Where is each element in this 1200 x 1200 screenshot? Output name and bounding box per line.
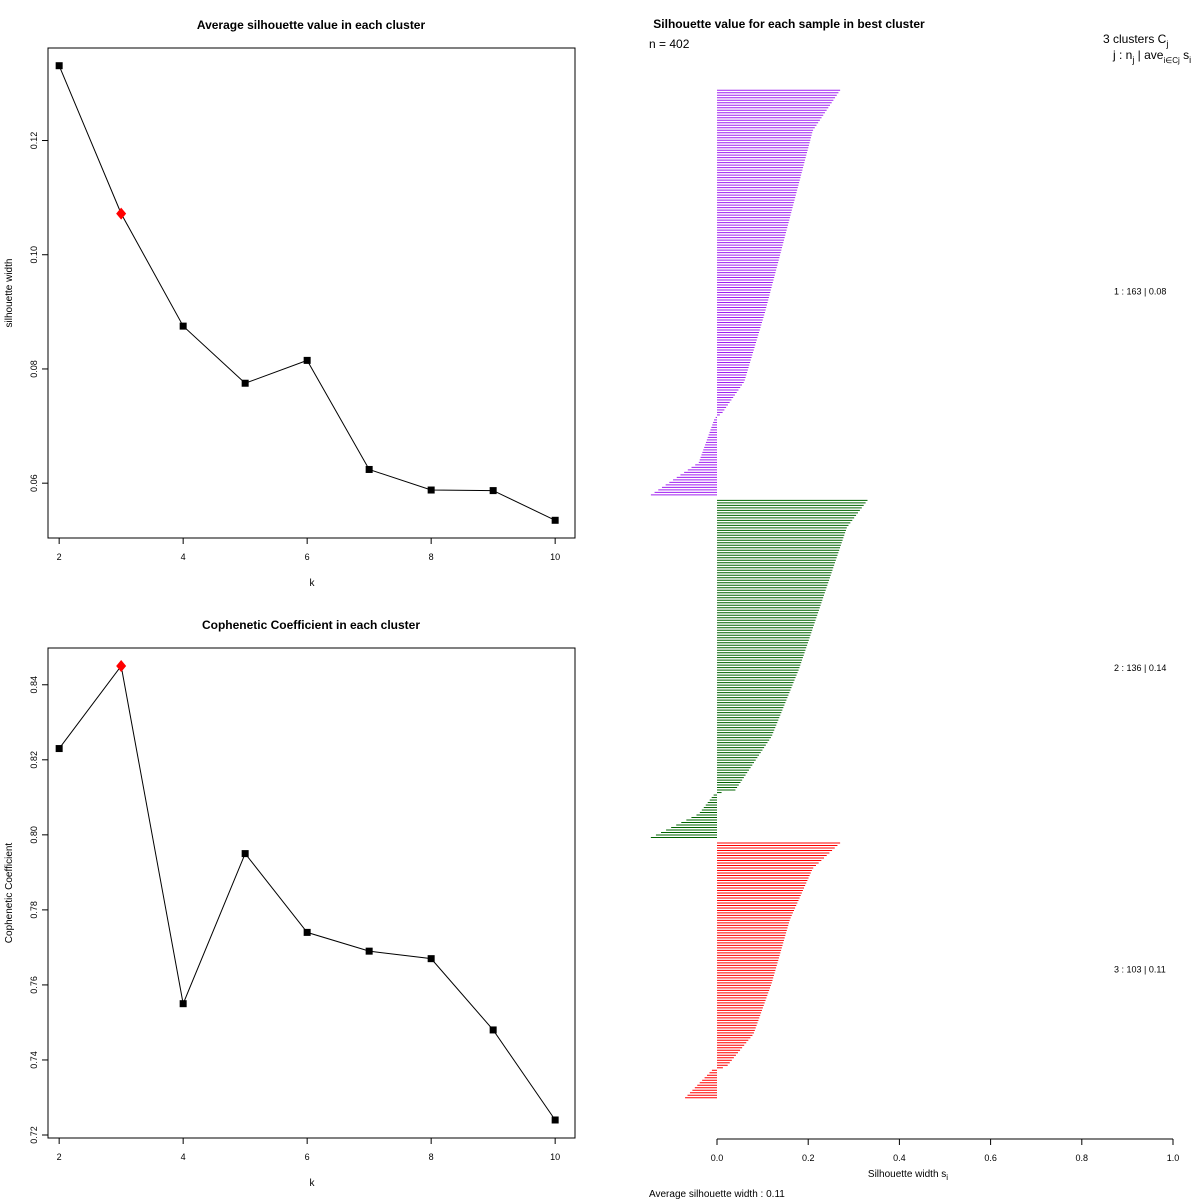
silhouette-xtick-label: 0.0 — [711, 1153, 724, 1163]
cluster-header-line2-a: j : n — [1112, 48, 1132, 62]
cophenetic-xtick-label: 6 — [305, 1152, 310, 1162]
avg-silhouette-point — [489, 487, 497, 495]
silhouette-xtick-label: 1.0 — [1167, 1153, 1180, 1163]
cophenetic-xtick-label: 4 — [181, 1152, 186, 1162]
cophenetic-panel: Cophenetic Coefficient in each cluster k… — [4, 618, 576, 1189]
silhouette-x-axis: 0.0 0.2 0.4 0.6 0.8 1.0 — [711, 1138, 1180, 1163]
cophenetic-ytick-label: 0.84 — [29, 676, 39, 694]
cluster-3-summary-label: 3 : 103 | 0.11 — [1114, 964, 1166, 974]
cluster-header-line1-text: 3 clusters C — [1103, 32, 1167, 46]
avg-silhouette-highlight-point — [116, 207, 127, 220]
cophenetic-ytick-label: 0.74 — [29, 1051, 39, 1069]
avg-silhouette-xtick-label: 8 — [429, 552, 434, 562]
cophenetic-point — [551, 1116, 559, 1124]
avg-silhouette-ytick-label: 0.08 — [29, 360, 39, 378]
avg-silhouette-ytick-label: 0.06 — [29, 474, 39, 492]
avg-silhouette-xtick-label: 4 — [181, 552, 186, 562]
silhouette-xtick-label: 0.6 — [984, 1153, 997, 1163]
avg-silhouette-point — [241, 379, 249, 387]
cluster-header-line2: j : nj | avei∈Cj si — [1112, 48, 1191, 65]
cluster-header-line2-sub: j — [1131, 55, 1134, 65]
avg-silhouette-point — [179, 322, 187, 330]
cophenetic-xtick-label: 2 — [57, 1152, 62, 1162]
cophenetic-series-line — [58, 664, 556, 1121]
avg-silhouette-xtick-label: 2 — [57, 552, 62, 562]
cophenetic-point — [365, 947, 373, 955]
cluster-1-summary-label: 1 : 163 | 0.08 — [1114, 287, 1166, 297]
silhouette-sample-panel: Silhouette value for each sample in best… — [649, 17, 1191, 1200]
avg-silhouette-ytick-label: 0.12 — [29, 132, 39, 150]
cophenetic-ytick-label: 0.72 — [29, 1126, 39, 1144]
silhouette-xlabel-main: Silhouette width s — [868, 1169, 946, 1180]
avg-silhouette-title: Average silhouette value in each cluster — [197, 18, 426, 32]
avg-silhouette-point — [55, 62, 63, 70]
cluster-header-line2-sub3: i — [1189, 55, 1191, 65]
silhouette-xtick-label: 0.4 — [893, 1153, 906, 1163]
avg-silhouette-plot-box — [47, 47, 576, 539]
cophenetic-point — [241, 850, 249, 858]
cluster-header-line1: 3 clusters Cj — [1103, 32, 1168, 49]
avg-silhouette-xlabel: k — [310, 578, 316, 589]
cluster-header-line2-c: s — [1180, 48, 1189, 62]
silhouette-xlabel-sub: i — [946, 1173, 948, 1182]
avg-silhouette-series — [55, 62, 559, 524]
cophenetic-highlight-point — [116, 660, 127, 673]
cophenetic-point — [303, 928, 311, 936]
avg-silhouette-xtick-label: 6 — [305, 552, 310, 562]
cophenetic-ytick-label: 0.80 — [29, 826, 39, 844]
cluster-header-line2-b: | ave — [1134, 48, 1163, 62]
avg-silhouette-ytick-label: 0.10 — [29, 246, 39, 264]
cluster-header-line1-sub: j — [1165, 39, 1168, 49]
cophenetic-ticks: 2 4 6 8 10 0.72 0.74 0.76 0.78 0.80 0.82 0.84 — [29, 676, 560, 1162]
silhouette-xtick-label: 0.2 — [802, 1153, 815, 1163]
average-silhouette-footer: Average silhouette width : 0.11 — [649, 1189, 785, 1200]
cophenetic-ytick-label: 0.76 — [29, 976, 39, 994]
avg-silhouette-point — [365, 465, 373, 473]
cophenetic-ylabel: Cophenetic Coefficient — [4, 843, 15, 944]
avg-silhouette-ylabel: silhouette width — [4, 259, 15, 328]
cophenetic-point — [179, 1000, 187, 1008]
cophenetic-xtick-label: 10 — [550, 1152, 560, 1162]
cluster-header-line2-sub2: i∈Cj — [1163, 56, 1180, 65]
cluster-2-summary-label: 2 : 136 | 0.14 — [1114, 663, 1166, 673]
avg-silhouette-ticks: 2 4 6 8 10 0.06 0.08 0.10 0.12 — [29, 132, 560, 562]
avg-silhouette-xtick-label: 10 — [550, 552, 560, 562]
cophenetic-series — [55, 660, 559, 1124]
cophenetic-ytick-label: 0.78 — [29, 901, 39, 919]
silhouette-bars: 1 : 163 | 0.08 2 : 136 | 0.14 3 : 103 | 0.… — [650, 89, 1166, 1099]
silhouette-sample-title: Silhouette value for each sample in best… — [653, 17, 925, 31]
cophenetic-xlabel: k — [310, 1178, 316, 1189]
silhouette-xlabel: Silhouette width si — [868, 1169, 948, 1182]
avg-silhouette-series-line — [58, 65, 556, 521]
cophenetic-xtick-label: 8 — [429, 1152, 434, 1162]
cophenetic-plot-box — [47, 647, 576, 1139]
cophenetic-title: Cophenetic Coefficient in each cluster — [202, 618, 420, 632]
avg-silhouette-point — [303, 356, 311, 364]
cophenetic-point — [55, 745, 63, 753]
sample-count-label: n = 402 — [649, 37, 690, 51]
avg-silhouette-point — [427, 486, 435, 494]
cophenetic-point — [489, 1026, 497, 1034]
avg-silhouette-point — [551, 516, 559, 524]
cophenetic-ytick-label: 0.82 — [29, 751, 39, 769]
cophenetic-point — [427, 955, 435, 963]
silhouette-xtick-label: 0.8 — [1076, 1153, 1089, 1163]
avg-silhouette-panel: Average silhouette value in each cluster… — [4, 18, 576, 589]
